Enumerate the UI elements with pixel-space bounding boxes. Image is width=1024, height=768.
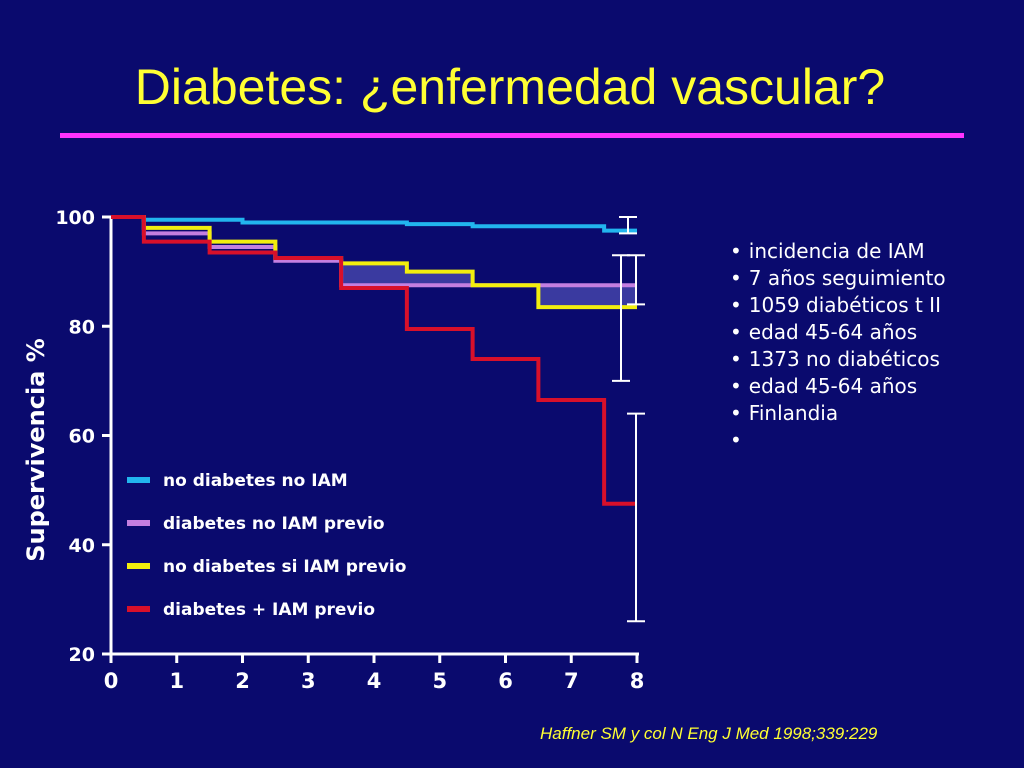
x-tick-label: 5 (432, 669, 447, 693)
series-line (111, 215, 637, 506)
y-tick-label: 60 (69, 426, 95, 448)
citation: Haffner SM y col N Eng J Med 1998;339:22… (540, 724, 878, 743)
x-tick-label: 3 (301, 669, 316, 693)
legend-label: diabetes no IAM previo (163, 514, 385, 534)
y-tick-label: 40 (69, 535, 95, 557)
bullet-item: 7 años seguimiento (730, 265, 946, 292)
legend-label: no diabetes si IAM previo (163, 557, 406, 577)
x-tick-label: 2 (235, 669, 250, 693)
y-axis-label: Supervivencia % (22, 338, 50, 562)
x-tick-label: 4 (367, 669, 382, 693)
ci-bar (619, 216, 637, 235)
y-tick-label: 20 (69, 644, 95, 666)
bullet-item: incidencia de IAM (730, 238, 946, 265)
bullet-item: 1373 no diabéticos (730, 346, 946, 373)
slide-title: Diabetes: ¿enfermedad vascular? (134, 59, 886, 115)
y-tick-label: 100 (55, 207, 95, 229)
confidence-intervals (612, 216, 645, 623)
bullet-item: Finlandia (730, 400, 946, 427)
bullet-item (730, 427, 946, 454)
x-tick-label: 8 (630, 669, 645, 693)
legend: no diabetes no IAM diabetes no IAM previo… (127, 471, 406, 620)
ci-bar (612, 254, 630, 382)
legend-label: diabetes + IAM previo (163, 600, 375, 620)
title-divider (60, 133, 964, 138)
y-tick-label: 80 (69, 316, 95, 338)
study-bullets: incidencia de IAM7 años seguimiento1059 … (730, 238, 946, 454)
x-tick-label: 0 (104, 669, 119, 693)
x-tick-label: 7 (564, 669, 579, 693)
x-tick-label: 1 (169, 669, 184, 693)
axes: 20 40 60 80 100 0 1 2 3 4 5 6 7 8 (55, 207, 644, 693)
bullet-item: edad 45-64 años (730, 373, 946, 400)
series-lines (111, 215, 637, 506)
difference-shade (341, 263, 637, 308)
bullet-item: edad 45-64 años (730, 319, 946, 346)
x-tick-label: 6 (498, 669, 513, 693)
bullet-item: 1059 diabéticos t II (730, 292, 946, 319)
legend-label: no diabetes no IAM (163, 471, 348, 491)
ci-bar (627, 254, 645, 306)
survival-chart: Supervivencia % 20 40 60 80 100 0 1 2 3 4 5 6 7 8 no … (22, 207, 645, 693)
ci-bar (627, 412, 645, 623)
difference-shading (341, 263, 637, 308)
